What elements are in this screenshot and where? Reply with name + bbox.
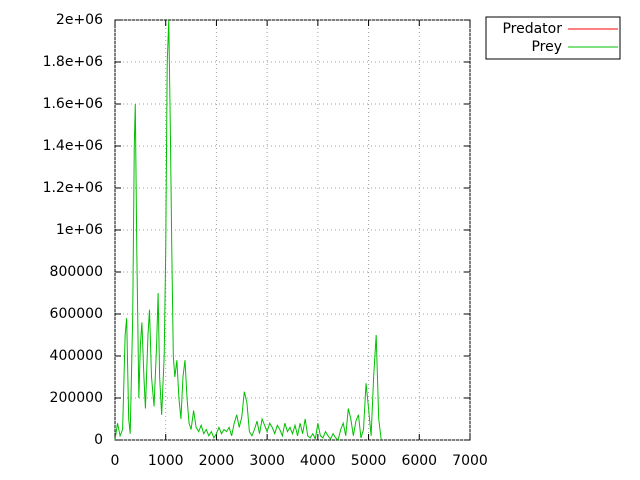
x-tick-label: 7000 [452,453,488,469]
x-tick-label: 1000 [148,453,184,469]
y-tick-label: 400000 [50,348,103,364]
y-tick-label: 1.6e+06 [43,96,104,112]
y-tick-label: 200000 [50,390,103,406]
plot-frame [114,19,471,441]
y-tick-label: 2e+06 [56,12,103,28]
legend-label: Predator [502,21,562,37]
y-tick-label: 800000 [50,264,103,280]
legend-label: Prey [531,39,562,55]
y-tick-label: 1.2e+06 [43,180,104,196]
x-tick-label: 2000 [199,453,235,469]
x-tick-label: 0 [111,453,120,469]
y-tick-label: 600000 [50,306,103,322]
y-tick-label: 1.4e+06 [43,138,104,154]
x-tick-label: 4000 [300,453,336,469]
x-tick-label: 3000 [249,453,285,469]
y-tick-label: 1.8e+06 [43,54,104,70]
series-line [114,19,382,441]
y-tick-label: 0 [94,432,103,448]
y-tick-label: 1e+06 [56,222,103,238]
legend-box [485,16,621,60]
x-tick-label: 6000 [401,453,437,469]
x-tick-label: 5000 [351,453,387,469]
